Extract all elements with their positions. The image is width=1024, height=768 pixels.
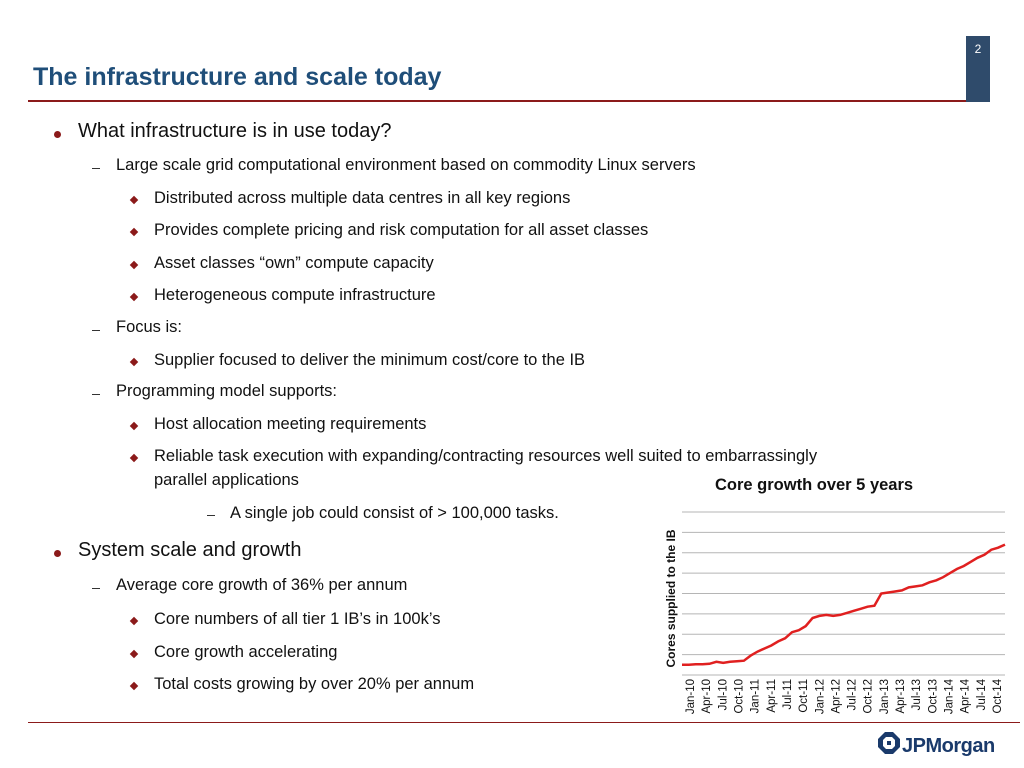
x-tick-label: Jul-12 [847,679,859,710]
bullet-level1: What infrastructure is in use today? [78,120,392,142]
x-tick-label: Oct-14 [992,678,1004,713]
slide-title: The infrastructure and scale today [33,63,442,91]
bullet-level1: System scale and growth [78,539,302,561]
x-tick-label: Jul-10 [717,679,729,710]
bullet-level3: Total costs growing by over 20% per annu… [154,675,475,693]
bullet-level3: Heterogeneous compute infrastructure [154,286,436,304]
diamond-icon [129,421,139,431]
x-tick-label: Oct-10 [734,679,746,714]
x-tick-label: Apr-14 [960,678,972,713]
page-number: 2 [974,42,982,56]
diamond-icon [129,195,139,205]
x-tick-label: Jan-13 [879,679,891,714]
bullet-level3: Provides complete pricing and risk compu… [154,221,649,239]
title-divider [28,100,966,102]
dash-icon [92,168,100,169]
diamond-icon [129,453,139,463]
x-tick-label: Oct-13 [927,679,939,714]
bullet-dot-icon [54,550,61,557]
diamond-icon [129,357,139,367]
x-tick-label: Jan-12 [814,679,826,714]
x-tick-label: Jul-11 [782,679,794,709]
jpmorgan-logo: JPMorgan [876,730,1006,760]
bullet-level3: Asset classes “own” compute capacity [154,254,434,272]
bullet-level4: A single job could consist of > 100,000 … [230,504,559,522]
dash-icon [92,330,100,331]
bullet-dot-icon [54,131,61,138]
dash-icon [92,588,100,589]
chart-title: Core growth over 5 years [715,476,914,494]
diamond-icon [129,260,139,270]
core-growth-chart: Cores supplied to the IB Jan-10 Apr-10 Jul-… [664,511,1006,714]
x-tick-label: Oct-11 [798,679,810,713]
x-tick-label: Jul-14 [976,678,988,710]
x-tick-label: Jul-13 [911,679,923,710]
x-tick-label: Jan-11 [750,679,762,713]
bullet-level3: Core numbers of all tier 1 IB’s in 100k’… [154,610,441,628]
octagon-logo-icon [878,732,900,754]
dash-icon [92,394,100,395]
page-number-tab: 2 [966,36,990,102]
x-tick-label: Oct-12 [863,679,875,714]
dash-icon [207,515,215,516]
series-line [682,543,1006,667]
diamond-icon [129,649,139,659]
bullet-level3: Distributed across multiple data centres… [154,189,571,207]
diamond-icon [129,616,139,626]
diamond-icon [129,227,139,237]
bullet-level3: Reliable task execution with expanding/c… [154,447,818,465]
footer-divider [28,722,1020,723]
x-tick-label: Apr-12 [830,679,842,714]
bullet-level3-continued: parallel applications [154,471,299,489]
bullet-level2: Large scale grid computational environme… [116,156,696,174]
x-tick-label: Apr-11 [766,679,778,713]
x-tick-label: Apr-10 [701,679,713,714]
y-axis-label: Cores supplied to the IB [664,529,678,667]
bullet-level3: Core growth accelerating [154,643,338,661]
bullet-level2: Focus is: [116,318,183,336]
bullet-level3: Supplier focused to deliver the minimum … [154,351,586,369]
bullet-level2: Programming model supports: [116,382,338,400]
diamond-icon [129,292,139,302]
diamond-icon [129,681,139,691]
bullet-level2: Average core growth of 36% per annum [116,576,408,594]
bullet-level3: Host allocation meeting requirements [154,415,427,433]
logo-wordmark: JPMorgan [902,735,995,757]
x-tick-label: Apr-13 [895,679,907,714]
x-tick-label: Jan-14 [943,678,955,714]
x-tick-label: Jan-10 [685,679,697,714]
